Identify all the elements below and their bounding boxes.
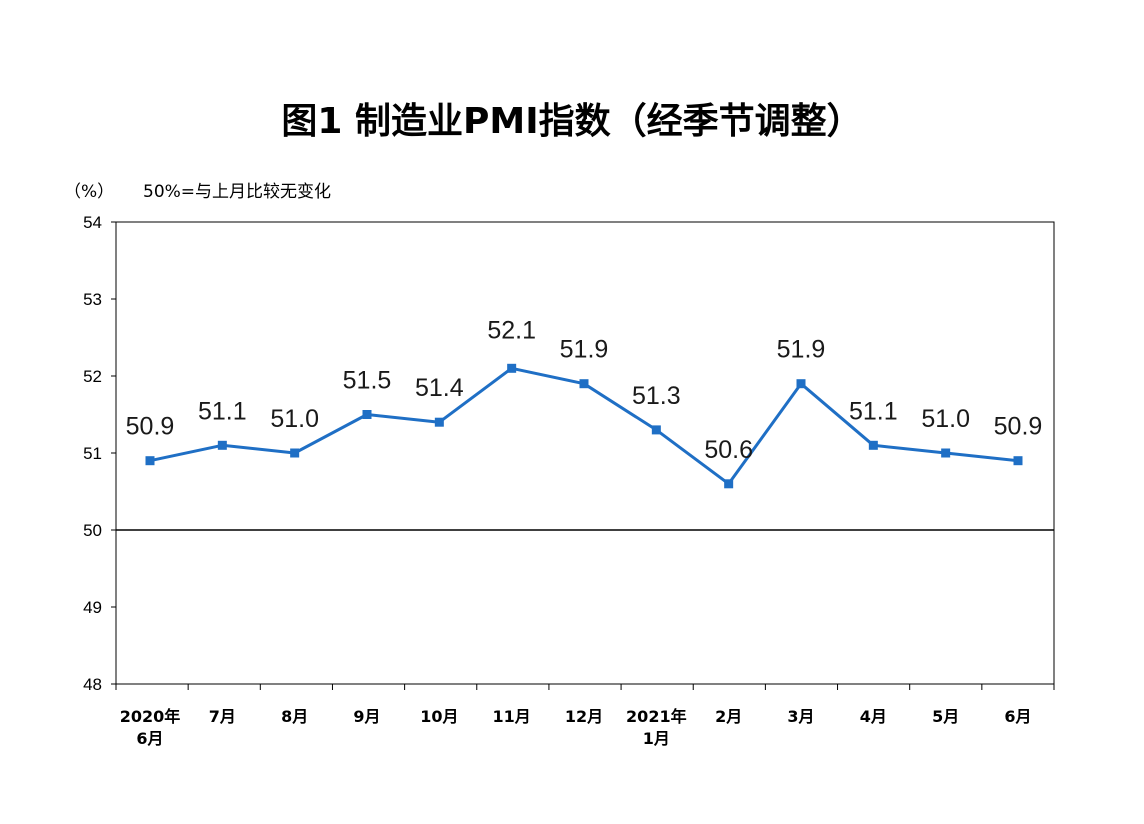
x-tick-label: 2020年 6月: [120, 707, 181, 748]
data-point: [579, 379, 589, 389]
x-tick-label-line: 7月: [209, 707, 236, 726]
x-tick-label-line: 4月: [860, 707, 887, 726]
data-label: 51.4: [415, 374, 464, 402]
data-label: 51.1: [849, 397, 898, 425]
x-tick-label-line: 2021年: [626, 707, 687, 726]
data-label: 50.9: [994, 413, 1043, 441]
data-label: 51.0: [921, 405, 970, 433]
y-tick-label: 50: [83, 521, 102, 540]
data-label: 50.6: [704, 436, 753, 464]
y-axis: 54 53 52 51 50 49 48: [83, 213, 116, 694]
x-tick-label: 12月: [565, 707, 603, 726]
y-tick-label: 49: [83, 598, 102, 617]
x-tick-label: 11月: [493, 707, 531, 726]
data-label: 51.1: [198, 397, 247, 425]
data-point: [290, 448, 300, 458]
data-label: 51.9: [560, 336, 609, 364]
data-labels: 50.9 51.1 51.0 51.5 51.4 52.1 51.9 51.3 50.6 51.9…: [126, 316, 1043, 464]
x-tick-label-line: 2020年: [120, 707, 181, 726]
x-tick-label-line: 6月: [136, 729, 163, 748]
x-tick-label-line: 11月: [493, 707, 531, 726]
data-label: 51.5: [343, 367, 392, 395]
y-tick-label: 54: [83, 213, 102, 232]
unit-label: （%）: [64, 182, 114, 202]
x-tick-label-line: 8月: [281, 707, 308, 726]
data-point: [941, 448, 951, 458]
data-point: [796, 379, 806, 389]
data-label: 51.9: [777, 336, 826, 364]
data-point: [1013, 456, 1023, 466]
data-point: [651, 425, 661, 435]
y-tick-label: 52: [83, 367, 102, 386]
data-point: [145, 456, 155, 466]
chart-title: 图1 制造业PMI指数（经季节调整）: [281, 101, 862, 142]
x-tick-label-line: 9月: [353, 707, 380, 726]
x-axis: 2020年 6月 7月 8月 9月 10月 11月 12月 2021年 1月 2月 3月 4月 5月 6月: [115, 684, 1055, 748]
data-label: 51.3: [632, 382, 681, 410]
data-point: [868, 440, 878, 450]
y-tick-label: 53: [83, 290, 102, 309]
data-point: [217, 440, 227, 450]
x-tick-label-line: 5月: [932, 707, 959, 726]
x-tick-label-line: 2月: [715, 707, 742, 726]
data-point: [507, 363, 517, 373]
baseline-note: 50%=与上月比较无变化: [143, 182, 331, 202]
data-label: 50.9: [126, 413, 175, 441]
x-tick-label: 7月: [209, 707, 236, 726]
x-tick-label: 4月: [860, 707, 887, 726]
data-label: 52.1: [487, 316, 536, 344]
y-tick-label: 48: [83, 675, 102, 694]
x-tick-label-line: 10月: [420, 707, 458, 726]
data-point: [362, 410, 372, 419]
x-tick-label-line: 1月: [643, 729, 670, 748]
data-label: 51.0: [270, 405, 319, 433]
series-pmi: [145, 363, 1023, 489]
data-point: [434, 417, 444, 427]
x-tick-label-line: 12月: [565, 707, 603, 726]
x-tick-label: 10月: [420, 707, 458, 726]
x-tick-label-line: 6月: [1004, 707, 1031, 726]
x-tick-label: 5月: [932, 707, 959, 726]
x-tick-label: 6月: [1004, 707, 1031, 726]
x-tick-label: 2月: [715, 707, 742, 726]
x-tick-label-line: 3月: [787, 707, 814, 726]
x-tick-label: 3月: [787, 707, 814, 726]
y-tick-label: 51: [83, 444, 102, 463]
x-tick-label: 9月: [353, 707, 380, 726]
x-tick-label: 2021年 1月: [626, 707, 687, 748]
data-point: [724, 479, 734, 489]
plot-area: [115, 221, 1055, 685]
x-tick-label: 8月: [281, 707, 308, 726]
